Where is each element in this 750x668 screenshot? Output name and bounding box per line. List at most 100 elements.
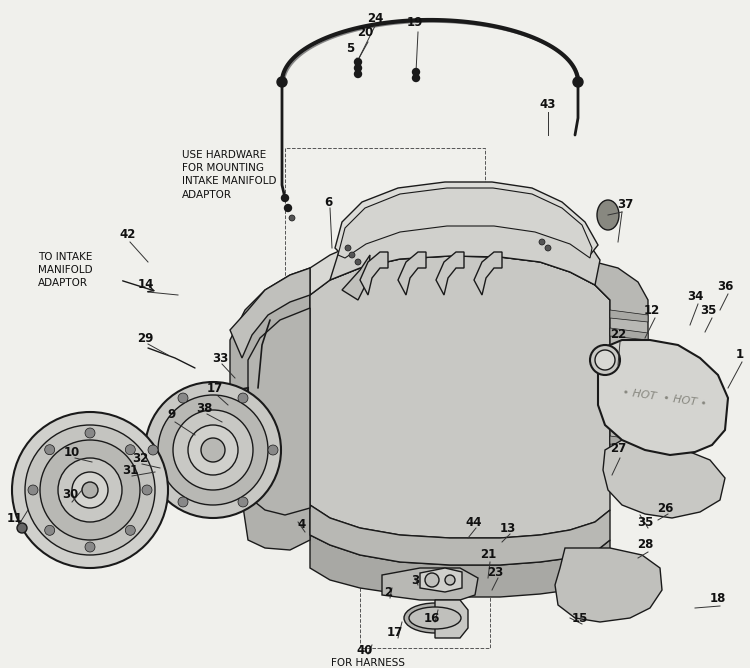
Polygon shape bbox=[310, 232, 610, 300]
Circle shape bbox=[282, 195, 288, 201]
Circle shape bbox=[413, 75, 419, 81]
Text: 1: 1 bbox=[736, 349, 744, 361]
Circle shape bbox=[85, 542, 95, 552]
Polygon shape bbox=[435, 600, 468, 638]
Text: 5: 5 bbox=[346, 41, 354, 55]
Circle shape bbox=[281, 194, 289, 202]
Polygon shape bbox=[420, 568, 462, 592]
Polygon shape bbox=[342, 255, 370, 300]
Text: 6: 6 bbox=[324, 196, 332, 208]
Text: 33: 33 bbox=[211, 351, 228, 365]
Text: 17: 17 bbox=[207, 381, 224, 395]
Circle shape bbox=[178, 393, 188, 403]
Polygon shape bbox=[436, 252, 464, 295]
Text: 16: 16 bbox=[424, 611, 440, 625]
Text: 14: 14 bbox=[138, 279, 154, 291]
Text: 44: 44 bbox=[466, 516, 482, 528]
Circle shape bbox=[17, 523, 27, 533]
Circle shape bbox=[590, 345, 620, 375]
Polygon shape bbox=[555, 548, 662, 622]
Circle shape bbox=[425, 573, 439, 587]
Text: • HOT  • HOT •: • HOT • HOT • bbox=[622, 387, 708, 409]
Circle shape bbox=[12, 412, 168, 568]
Ellipse shape bbox=[409, 607, 461, 629]
Circle shape bbox=[158, 395, 268, 505]
Ellipse shape bbox=[597, 200, 619, 230]
Circle shape bbox=[58, 458, 122, 522]
Text: 40: 40 bbox=[357, 643, 374, 657]
Circle shape bbox=[85, 428, 95, 438]
Polygon shape bbox=[248, 308, 310, 515]
Circle shape bbox=[268, 445, 278, 455]
Circle shape bbox=[148, 445, 158, 455]
Text: TO INTAKE
MANIFOLD
ADAPTOR: TO INTAKE MANIFOLD ADAPTOR bbox=[38, 252, 93, 289]
Circle shape bbox=[45, 525, 55, 535]
Circle shape bbox=[413, 69, 419, 75]
Text: 28: 28 bbox=[637, 538, 653, 552]
Polygon shape bbox=[610, 436, 648, 448]
Circle shape bbox=[142, 485, 152, 495]
Polygon shape bbox=[610, 400, 648, 412]
Circle shape bbox=[573, 77, 583, 87]
Polygon shape bbox=[230, 268, 310, 358]
Circle shape bbox=[277, 77, 287, 87]
Text: 13: 13 bbox=[500, 522, 516, 534]
Text: 32: 32 bbox=[132, 452, 148, 464]
Circle shape bbox=[355, 259, 361, 265]
Text: 24: 24 bbox=[367, 11, 383, 25]
Circle shape bbox=[40, 440, 140, 540]
Circle shape bbox=[82, 482, 98, 498]
Text: 9: 9 bbox=[168, 409, 176, 422]
Circle shape bbox=[25, 425, 155, 555]
Polygon shape bbox=[335, 182, 598, 255]
Polygon shape bbox=[310, 535, 610, 597]
Circle shape bbox=[539, 239, 545, 245]
Text: USE HARDWARE
FOR MOUNTING
INTAKE MANIFOLD
ADAPTOR: USE HARDWARE FOR MOUNTING INTAKE MANIFOL… bbox=[182, 150, 277, 200]
Text: 27: 27 bbox=[610, 442, 626, 454]
Circle shape bbox=[595, 350, 615, 370]
Text: 15: 15 bbox=[572, 611, 588, 625]
Circle shape bbox=[445, 575, 455, 585]
Text: 34: 34 bbox=[687, 289, 703, 303]
Text: 10: 10 bbox=[64, 446, 80, 458]
Circle shape bbox=[545, 245, 551, 251]
Text: 42: 42 bbox=[120, 228, 136, 242]
Polygon shape bbox=[610, 364, 648, 376]
Text: 19: 19 bbox=[406, 15, 423, 29]
Circle shape bbox=[238, 497, 248, 507]
Text: 35: 35 bbox=[700, 303, 716, 317]
Text: 23: 23 bbox=[487, 566, 503, 578]
Circle shape bbox=[345, 245, 351, 251]
Text: 31: 31 bbox=[122, 464, 138, 476]
Circle shape bbox=[349, 252, 355, 258]
Circle shape bbox=[125, 445, 135, 455]
Polygon shape bbox=[310, 505, 610, 565]
Polygon shape bbox=[598, 340, 728, 455]
Polygon shape bbox=[610, 418, 648, 430]
Text: 38: 38 bbox=[196, 401, 212, 415]
Text: 11: 11 bbox=[7, 512, 23, 524]
Circle shape bbox=[178, 497, 188, 507]
Polygon shape bbox=[330, 200, 600, 285]
Circle shape bbox=[72, 472, 108, 508]
Polygon shape bbox=[360, 252, 388, 295]
Text: 36: 36 bbox=[717, 279, 734, 293]
Circle shape bbox=[289, 215, 295, 221]
Polygon shape bbox=[310, 256, 610, 538]
Text: 3: 3 bbox=[411, 574, 419, 587]
Text: 21: 21 bbox=[480, 548, 496, 562]
Polygon shape bbox=[398, 252, 426, 295]
Circle shape bbox=[45, 445, 55, 455]
Polygon shape bbox=[338, 188, 592, 258]
Text: 35: 35 bbox=[637, 516, 653, 528]
Circle shape bbox=[355, 65, 362, 71]
Polygon shape bbox=[610, 310, 648, 322]
Circle shape bbox=[355, 59, 362, 65]
Text: 30: 30 bbox=[62, 488, 78, 502]
Text: 4: 4 bbox=[298, 518, 306, 532]
Text: 12: 12 bbox=[644, 303, 660, 317]
Text: 29: 29 bbox=[136, 331, 153, 345]
Polygon shape bbox=[603, 440, 725, 518]
Polygon shape bbox=[610, 382, 648, 394]
Polygon shape bbox=[230, 268, 310, 550]
